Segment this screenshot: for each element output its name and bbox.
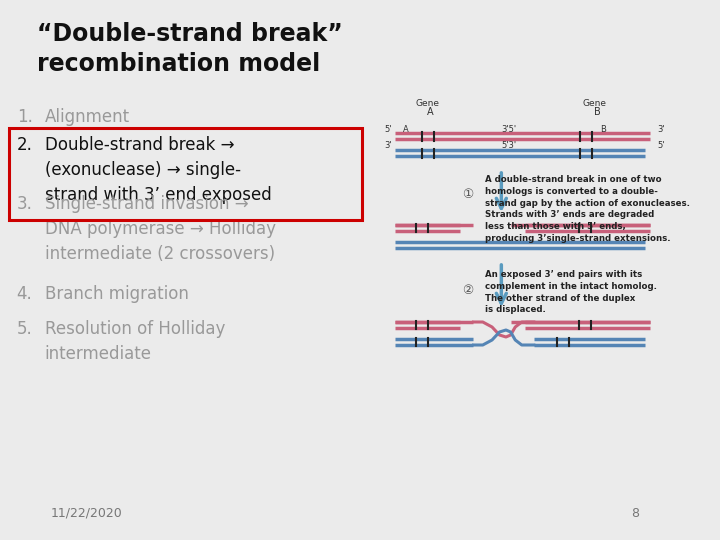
Text: 3'5': 3'5' [501, 125, 516, 134]
Text: Resolution of Holliday
intermediate: Resolution of Holliday intermediate [45, 320, 225, 363]
Text: ①: ① [462, 187, 474, 200]
Text: 5'3': 5'3' [501, 140, 516, 150]
Text: recombination model: recombination model [37, 52, 320, 76]
Text: 1.: 1. [17, 108, 32, 126]
Text: 5': 5' [384, 125, 392, 134]
Text: A: A [427, 107, 433, 117]
Text: 2.: 2. [17, 136, 32, 154]
Text: Gene: Gene [415, 99, 439, 108]
Text: 3.: 3. [17, 195, 32, 213]
Text: An exposed 3’ end pairs with its
complement in the intact homolog.
The other str: An exposed 3’ end pairs with its complem… [485, 270, 657, 314]
Text: A double-strand break in one of two
homologs is converted to a double-
strand ga: A double-strand break in one of two homo… [485, 175, 690, 243]
Text: B: B [600, 125, 606, 134]
Text: 11/22/2020: 11/22/2020 [51, 507, 123, 520]
Text: 3': 3' [384, 140, 392, 150]
Text: 8: 8 [631, 507, 639, 520]
Text: 5.: 5. [17, 320, 32, 338]
Text: 5': 5' [657, 140, 665, 150]
Text: 3': 3' [657, 125, 665, 134]
Text: A: A [402, 125, 408, 134]
Text: “Double-strand break”: “Double-strand break” [37, 22, 343, 46]
Text: Alignment: Alignment [45, 108, 130, 126]
Bar [9, 128, 362, 220]
Text: Double-strand break →
(exonuclease) → single-
strand with 3’ end exposed: Double-strand break → (exonuclease) → si… [45, 136, 271, 204]
Text: 4.: 4. [17, 285, 32, 303]
Text: ②: ② [462, 284, 474, 296]
Text: B: B [594, 107, 601, 117]
Text: Branch migration: Branch migration [45, 285, 189, 303]
Text: Gene: Gene [582, 99, 606, 108]
Text: Single-strand invasion →
DNA polymerase → Holliday
intermediate (2 crossovers): Single-strand invasion → DNA polymerase … [45, 195, 276, 263]
